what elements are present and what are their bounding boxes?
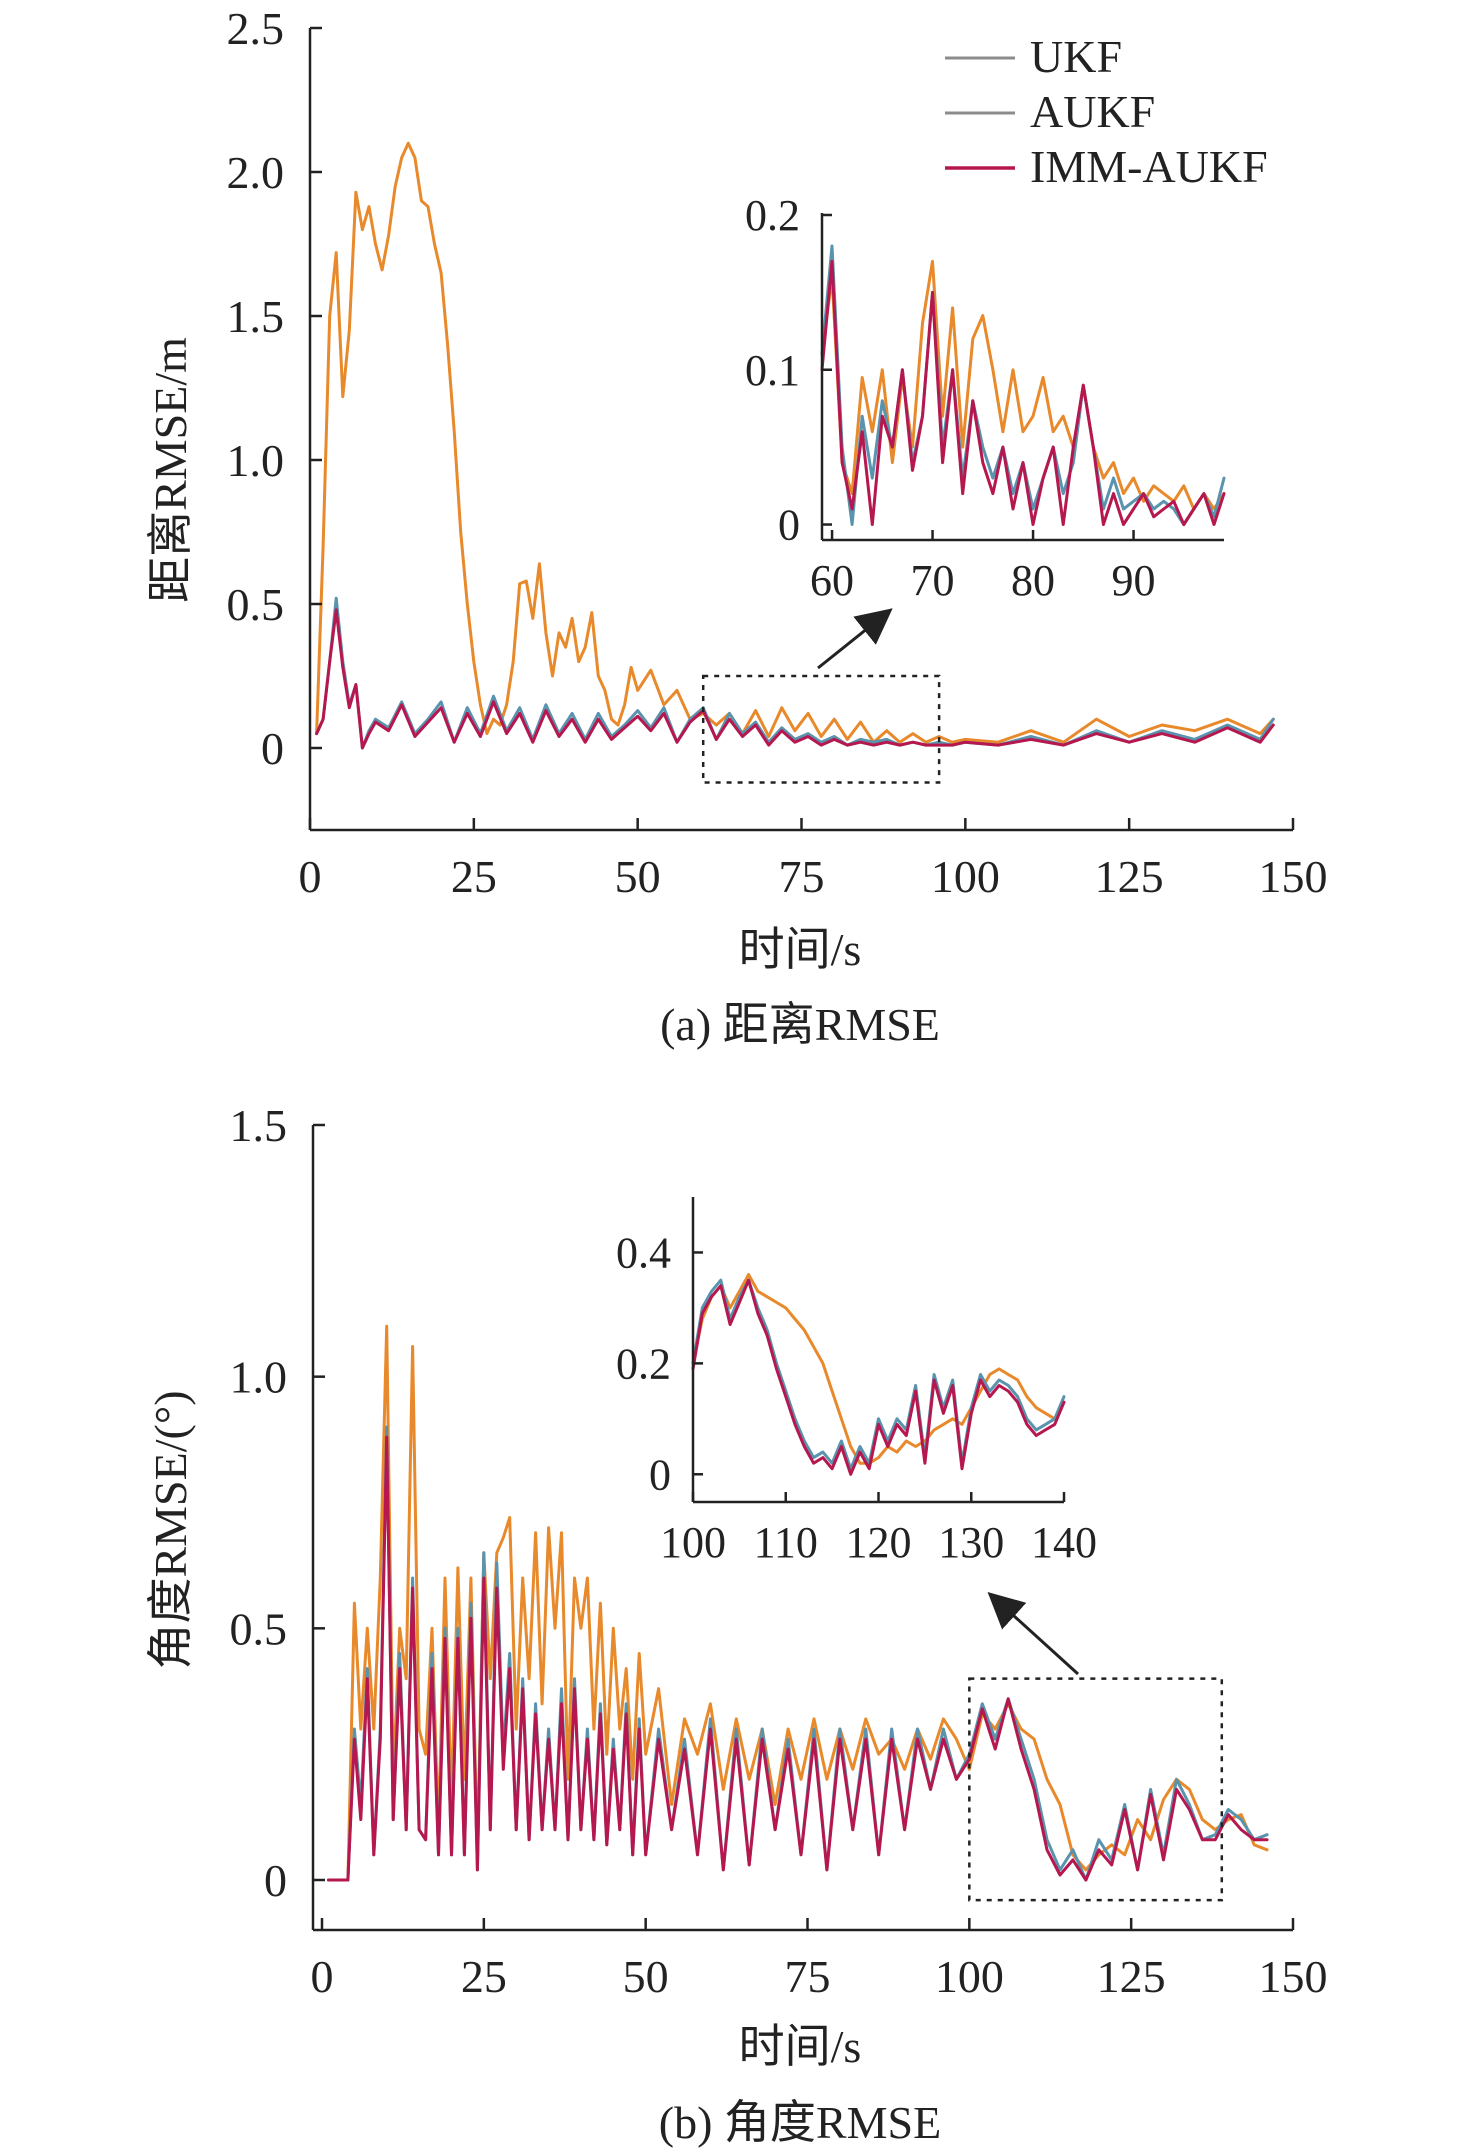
chart-a-series-aukf [315,596,1275,750]
chart-a-tick-labels: 0 0.5 1.0 1.5 2.0 2.5 0 25 50 75 100 125 150 [227,3,1328,902]
chart-b-ytick-label: 0 [264,1855,287,1906]
chart-a-ylabel: 距离RMSE/m [145,337,196,603]
legend: UKF AUKF IMM-AUKF [945,31,1268,192]
chart-b-inset-ytick-label: 0.4 [616,1228,671,1277]
chart-b-inset-series-ukf [691,1273,1066,1465]
chart-a-ytick-label: 2.5 [227,3,285,54]
chart-a-ytick-label: 0.5 [227,579,285,630]
chart-b-ytick-label: 1.0 [230,1352,288,1403]
chart-b-tick-labels: 0 0.5 1.0 1.5 0 25 50 75 100 125 150 [230,1100,1328,2002]
chart-a-inset-series-imm-aukf [820,259,1226,526]
chart-b-caption: (b) 角度RMSE [659,2097,941,2148]
chart-a-ytick-label: 2.0 [227,147,285,198]
chart-b-ylabel: 角度RMSE/(°) [145,1390,196,1669]
chart-a-inset-series-aukf [820,244,1226,526]
chart-a-plot-area [315,141,1275,750]
chart-a-xtick-label: 75 [779,851,825,902]
chart-b-inset-xtick-label: 120 [846,1518,912,1567]
chart-a-series-imm-aukf [315,608,1275,750]
chart-b-inset-xtick-label: 100 [660,1518,726,1567]
chart-a-zoom-box [701,674,941,784]
chart-b-zoom-arrow [987,1591,1080,1676]
chart-b-inset-ytick-label: 0 [649,1450,671,1499]
chart-b-xtick-label: 50 [623,1951,669,2002]
chart-b-inset-xtick-label: 130 [938,1518,1004,1567]
chart-b-xtick-label: 75 [785,1951,831,2002]
chart-a-inset-xtick-label: 70 [911,556,955,605]
chart-a-xtick-label: 150 [1259,851,1328,902]
chart-b-series-imm-aukf [327,1435,1269,1882]
chart-b-inset-xtick-label: 140 [1031,1518,1097,1567]
chart-a-series-ukf [315,141,1275,744]
chart-a-axes [308,26,1295,832]
chart-a-ytick-label: 1.0 [227,435,285,486]
chart-a-inset-ytick-label: 0.1 [745,346,800,395]
chart-a-ytick-label: 1.5 [227,291,285,342]
chart-a-xtick-label: 50 [615,851,661,902]
chart-b-inset-ytick-label: 0.2 [616,1339,671,1388]
chart-b-inset-series-imm-aukf [691,1278,1066,1476]
chart-a-inset-xtick-label: 90 [1112,556,1156,605]
chart-b-xtick-label: 125 [1097,1951,1166,2002]
chart-a-inset-ytick-label: 0.2 [745,191,800,240]
chart-b-axes [311,1123,1295,1932]
legend-label-imm-aukf: IMM-AUKF [1030,141,1268,192]
chart-b-xtick-label: 0 [311,1951,334,2002]
chart-a-caption: (a) 距离RMSE [660,999,940,1050]
legend-label-aukf: AUKF [1030,86,1155,137]
chart-a: 0 0.5 1.0 1.5 2.0 2.5 0 25 50 75 100 125 150 0 0.1 0.2… [145,3,1328,1050]
chart-b-plot-area [327,1324,1269,1882]
chart-b-ytick-label: 1.5 [230,1100,288,1151]
chart-a-zoom-rect [701,674,941,784]
chart-b-inset-xtick-label: 110 [754,1518,818,1567]
chart-a-inset: 0 0.1 0.2 60 70 80 90 [745,191,1226,605]
chart-a-xtick-label: 25 [451,851,497,902]
chart-a-xtick-label: 125 [1095,851,1164,902]
chart-b-series-ukf [327,1324,1269,1882]
chart-a-ytick-label: 0 [261,723,284,774]
chart-a-inset-xtick-label: 80 [1011,556,1055,605]
chart-a-inset-xtick-label: 60 [810,556,854,605]
chart-b-zoom-box [968,1677,1224,1902]
chart-b-ytick-label: 0.5 [230,1603,288,1654]
chart-b-xtick-label: 100 [935,1951,1004,2002]
chart-b-xlabel: 时间/s [739,2021,862,2072]
chart-b-xtick-label: 150 [1259,1951,1328,2002]
chart-a-xtick-label: 100 [931,851,1000,902]
chart-a-zoom-arrow [817,608,893,670]
chart-b: 0 0.5 1.0 1.5 0 25 50 75 100 125 150 0 0.2 0.4 100 110… [145,1100,1328,2148]
chart-b-xtick-label: 25 [461,1951,507,2002]
chart-a-inset-ytick-label: 0 [778,501,800,550]
legend-label-ukf: UKF [1030,31,1122,82]
chart-a-xlabel: 时间/s [739,924,862,975]
chart-b-zoom-rect [968,1677,1224,1902]
chart-b-inset: 0 0.2 0.4 100 110 120 130 140 [616,1197,1097,1567]
chart-a-xtick-label: 0 [299,851,322,902]
